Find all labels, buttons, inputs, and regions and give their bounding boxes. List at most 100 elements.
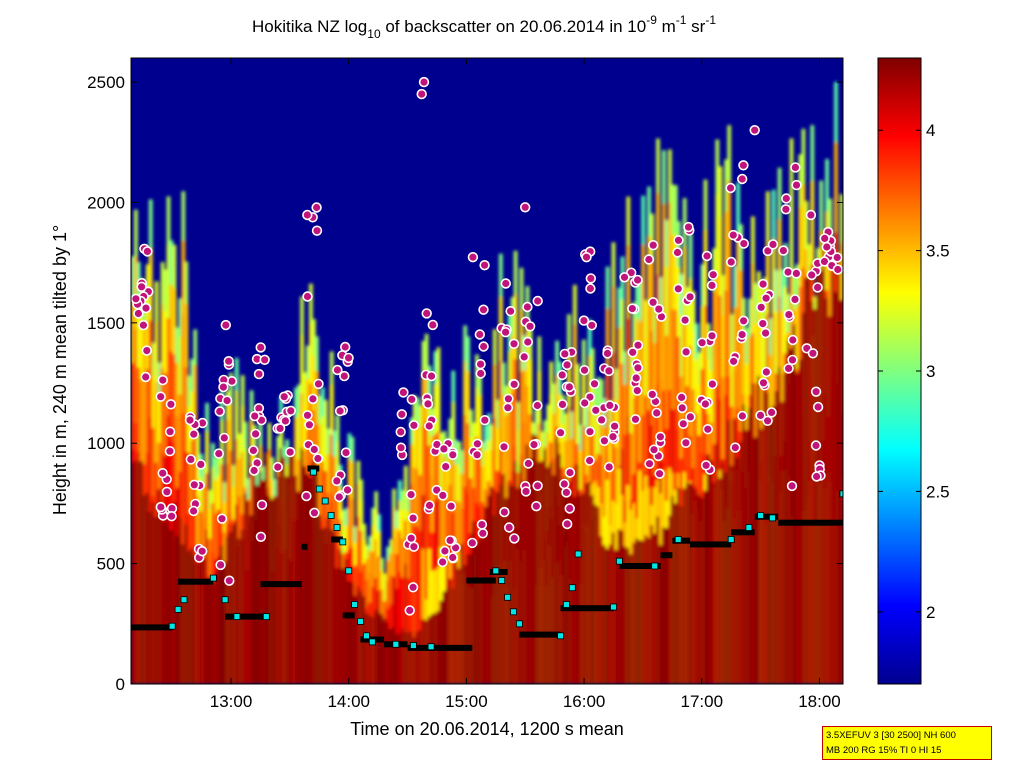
cloud-base-marker	[444, 535, 456, 546]
heat-cell	[727, 420, 732, 684]
cyan-marker	[180, 596, 188, 604]
heat-cell	[804, 277, 809, 684]
cloud-base-marker	[509, 379, 520, 390]
cloud-base-marker	[730, 442, 741, 453]
cloud-base-marker	[684, 291, 696, 302]
cyan-marker	[727, 536, 735, 543]
heat-cell	[184, 524, 189, 684]
heat-cell	[810, 301, 815, 684]
heat-cell	[688, 483, 693, 684]
mixing-layer-segment	[307, 465, 320, 472]
heat-cell	[145, 492, 150, 684]
heat-cell	[584, 483, 589, 684]
heat-cell	[748, 408, 752, 684]
heat-cell	[347, 581, 352, 684]
cyan-marker	[651, 562, 659, 570]
cloud-base-marker	[440, 461, 451, 472]
cloud-base-marker	[832, 264, 843, 275]
cloud-base-marker	[302, 209, 313, 221]
mixing-layer-segment	[660, 552, 673, 559]
cloud-base-marker	[500, 327, 511, 338]
cloud-base-marker	[564, 467, 576, 478]
cloud-base-marker	[502, 402, 514, 413]
cloud-base-marker	[737, 410, 748, 422]
x-axis-label: Time on 20.06.2014, 1200 s mean	[350, 719, 624, 739]
cloud-base-marker	[632, 385, 643, 396]
heat-cell	[190, 548, 195, 684]
heat-cell	[484, 506, 488, 684]
heat-cell	[647, 537, 651, 684]
cloud-base-marker	[447, 552, 458, 563]
cloud-base-marker	[532, 295, 543, 307]
heat-cell	[691, 486, 696, 684]
cloud-base-marker	[672, 247, 683, 258]
heat-cell	[193, 555, 198, 684]
cloud-base-marker	[477, 528, 488, 539]
cloud-base-marker	[755, 302, 767, 313]
heat-cell	[279, 448, 284, 684]
heat-cell	[469, 554, 473, 684]
cloud-base-marker	[302, 291, 313, 302]
cloud-base-marker	[655, 431, 666, 442]
cloud-base-marker	[302, 410, 313, 421]
heat-cell	[795, 373, 800, 684]
cloud-base-marker	[653, 303, 664, 315]
cloud-base-marker	[279, 391, 290, 402]
heat-cell	[694, 489, 699, 684]
heat-cell	[131, 463, 135, 684]
heat-cell	[335, 568, 340, 684]
colorbar-tick-label: 2	[926, 603, 935, 622]
heat-cell	[614, 549, 619, 684]
cloud-base-marker	[738, 160, 749, 171]
heat-cell	[783, 373, 788, 684]
heat-cell	[442, 591, 447, 684]
cloud-base-marker	[416, 88, 427, 100]
cloud-base-marker	[578, 315, 590, 326]
heat-cell	[700, 497, 705, 684]
cloud-base-marker	[311, 202, 322, 213]
cloud-base-marker	[259, 354, 270, 365]
heat-cell	[665, 528, 669, 684]
cloud-base-marker	[584, 426, 596, 437]
cloud-base-marker	[599, 435, 610, 446]
cloud-base-marker	[213, 448, 225, 459]
cloud-base-marker	[255, 531, 267, 542]
cloud-base-marker	[780, 204, 792, 215]
heat-cell	[478, 539, 482, 684]
heat-cell	[522, 481, 527, 684]
heat-cell	[406, 578, 411, 684]
cloud-base-marker	[215, 559, 226, 571]
cyan-marker	[339, 538, 347, 546]
heat-cell	[822, 229, 826, 684]
heat-cell	[685, 482, 690, 684]
cloud-base-marker	[736, 329, 748, 340]
cloud-base-marker	[783, 309, 794, 320]
heat-cell	[558, 454, 562, 684]
cloud-base-marker	[758, 377, 769, 388]
heat-cell	[398, 633, 402, 684]
cloud-base-marker	[395, 426, 406, 438]
colorbar-tick-label: 4	[926, 121, 935, 140]
cloud-base-marker	[404, 605, 415, 616]
cloud-base-marker	[304, 419, 315, 430]
heat-cell	[768, 420, 773, 684]
cloud-base-marker	[418, 76, 430, 88]
heat-cell	[151, 502, 156, 684]
cloud-base-marker	[579, 365, 590, 376]
cloud-base-marker	[738, 238, 749, 249]
cyan-marker	[209, 574, 217, 582]
heat-cell	[620, 530, 625, 684]
cloud-base-marker	[479, 415, 490, 426]
cyan-marker	[674, 536, 682, 543]
heat-cell	[801, 312, 806, 684]
cloud-base-marker	[220, 319, 232, 331]
y-tick-label: 1000	[87, 434, 125, 453]
x-axis-ticks: 13:00 14:00 15:00 16:00 17:00 18:00	[210, 58, 841, 711]
heat-cell	[546, 467, 551, 684]
cloud-base-marker	[728, 356, 739, 367]
heat-cell	[356, 586, 361, 684]
heat-cell	[178, 517, 183, 684]
heat-cell	[596, 506, 601, 684]
cloud-base-marker	[589, 378, 600, 389]
